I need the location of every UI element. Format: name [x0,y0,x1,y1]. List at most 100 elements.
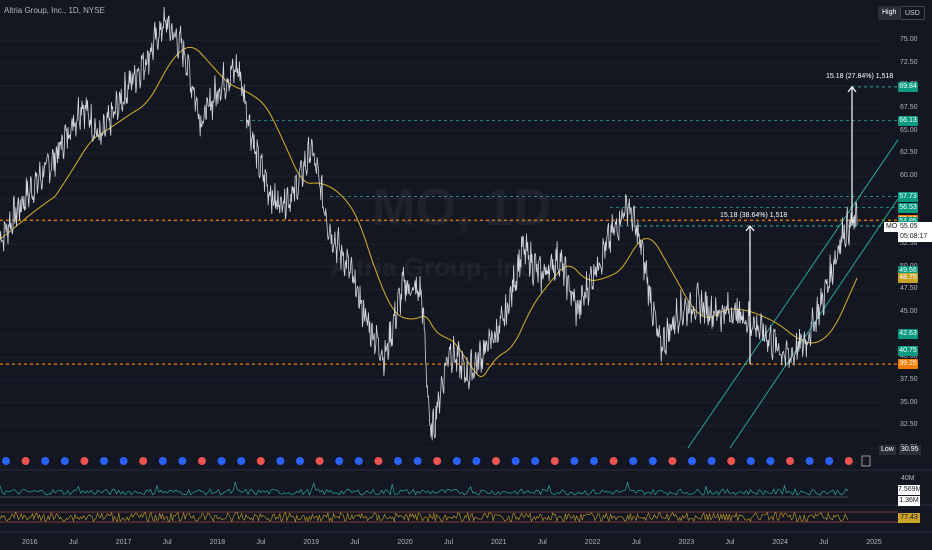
time-tick: Jul [162,539,172,546]
event-markers [1,455,871,467]
time-tick: Jul [256,539,266,546]
price-tick: 45.00 [900,308,918,316]
dividend-icon [275,456,286,466]
dividend-icon [40,456,51,466]
earnings-icon [667,456,678,466]
volume-pane [0,469,932,498]
price-tick: 67.50 [900,104,918,112]
time-tick: 2023 [678,539,695,546]
time-tick: Jul [725,539,735,546]
price-tick: 62.50 [900,149,918,157]
watermark-symbol: MO, 1D [372,179,552,237]
time-tick: 2025 [866,539,882,546]
dividend-icon [59,456,70,466]
dividend-icon [451,456,462,466]
dividend-icon [510,456,521,466]
price-tick: 60.00 [900,172,918,180]
earnings-icon [432,456,443,466]
dividend-icon [295,456,305,466]
dividend-icon [824,456,835,466]
price-tag-t5653: 56.53 [898,202,918,213]
dividend-icon [1,456,11,466]
price-tick: 35.00 [900,398,918,406]
measure-arrow-2-head [847,85,857,93]
current-price-label: 55.05 [898,222,932,232]
price-tick: 40.00 [900,353,918,361]
price-tag-t3925: 39.25 [898,359,918,370]
time-tick: 2024 [772,539,788,546]
time-tick: 2020 [397,539,413,546]
dividend-icon [157,456,168,466]
time-tick: 2018 [209,539,226,546]
volume-axis-label: 40M [901,475,915,482]
time-tick: Jul [819,539,829,546]
time-tick: Jul [631,539,641,546]
dividend-icon [687,456,697,466]
time-tick: 2016 [22,539,38,546]
volume-value: 7.569M [898,485,922,495]
price-tag-t4263: 42.63 [898,328,918,339]
volume-line [0,481,849,496]
earnings-icon [373,456,384,466]
low-badge: Low [879,445,896,455]
dividend-icon [334,456,345,466]
dividend-icon [530,456,541,466]
price-tick: 75.00 [900,36,918,44]
low-value: 30.95 [899,445,921,455]
price-tick: 72.50 [900,58,918,66]
dividend-icon [647,456,658,466]
earnings-icon [843,456,854,466]
earnings-icon [785,456,795,466]
earnings-icon [138,456,149,466]
time-tick: Jul [350,539,360,546]
earnings-icon [20,456,31,466]
time-tick: Jul [68,539,78,546]
price-tag-t5773: 57.73 [898,191,918,202]
watermark-name: Altria Group, Inc. [330,252,541,282]
measure-label-1: 15.18 (38.64%) 1,518 [720,212,788,219]
moving-average [0,46,858,378]
currency-button[interactable]: USD [900,6,925,20]
earnings-icon [726,456,737,466]
dividend-icon [569,456,580,466]
upcoming-earnings-icon [861,455,871,467]
dividend-icon [706,456,717,466]
high-button[interactable]: High [878,6,901,20]
dividend-icon [216,456,227,466]
dividend-icon [412,456,423,466]
price-tick: 65.00 [900,126,918,134]
grid [0,39,880,449]
price-tag-t6984: 69.84 [898,81,918,92]
dividend-icon [393,456,403,466]
earnings-icon [491,456,501,466]
channel-lower [729,198,899,449]
measure-arrow-1-head [745,224,755,232]
dividend-icon [628,456,639,466]
time-tick: Jul [444,539,454,546]
earnings-icon [197,456,207,466]
dividend-icon [99,456,109,466]
earnings-icon [608,456,619,466]
time-tick: Jul [537,539,547,546]
measure-arrows [745,85,857,365]
channel-upper [687,139,899,449]
moving-average-line [0,46,858,378]
current-symbol-label: MO [884,222,900,232]
price-tick: 32.50 [900,421,918,429]
price-tag-t4956: 49.56 [898,265,918,276]
earnings-icon [549,456,560,466]
dividend-icon [353,456,364,466]
volume-value-2: 1.36M [898,496,920,506]
time-tick: 2021 [491,539,507,546]
dividend-icon [118,456,129,466]
dividend-icon [765,456,776,466]
chart-title: Altria Group, Inc., 1D, NYSE [4,6,105,15]
time-tick: 2017 [115,539,132,546]
price-series [0,6,858,441]
dividend-icon [804,456,815,466]
dividend-icon [745,456,756,466]
measure-label-2: 15.18 (27.84%) 1,518 [826,73,894,80]
dividend-icon [177,456,188,466]
